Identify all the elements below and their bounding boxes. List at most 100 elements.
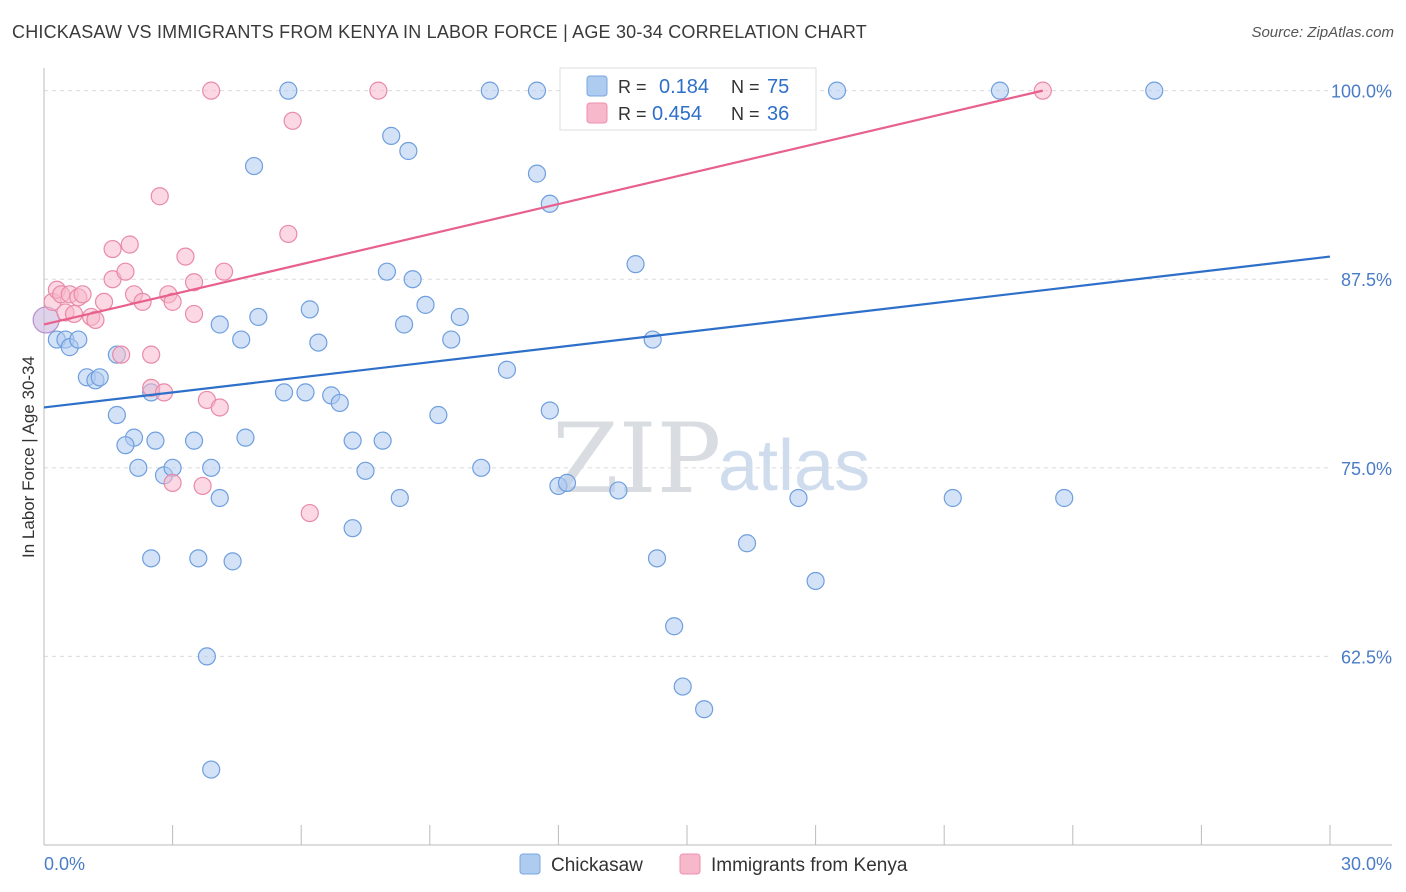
bottom-legend-swatch-kenya (679, 853, 701, 875)
chickasaw-point (274, 383, 294, 402)
chickasaw-point (163, 458, 182, 477)
chickasaw-point (429, 405, 448, 425)
chickasaw-point (497, 360, 517, 379)
chickasaw-point (394, 315, 414, 334)
chickasaw-point (673, 677, 692, 696)
legend-n-value-0: 75 (767, 76, 789, 98)
cluster-point (32, 306, 60, 334)
chickasaw-point (197, 647, 216, 666)
chickasaw-point (232, 330, 251, 349)
x-ticks (172, 825, 1331, 845)
kenya-point (279, 224, 298, 244)
x-tick-label-min: 0.0% (44, 854, 85, 874)
y-tick-label: 100.0% (1331, 82, 1392, 102)
chickasaw-point (223, 552, 242, 571)
chickasaw-point (943, 488, 962, 508)
kenya-point (150, 187, 169, 206)
kenya-point (176, 247, 195, 266)
chickasaw-point (90, 368, 109, 387)
chickasaw-point (296, 383, 315, 402)
chickasaw-point (472, 458, 491, 477)
axes (43, 68, 1392, 846)
chickasaw-point (184, 431, 204, 450)
legend-n-label-0: N = (731, 77, 760, 97)
chickasaw-point (210, 315, 229, 334)
legend-r-value-0: 0.184 (659, 76, 709, 98)
kenya-trend-line (43, 89, 1044, 326)
chickasaw-point (142, 549, 161, 568)
chickasaw-point (442, 330, 461, 349)
bottom-legend-chickasaw: Chickasaw (551, 855, 643, 876)
kenya-point (300, 503, 319, 523)
chickasaw-point (210, 488, 229, 508)
chickasaw-point (737, 534, 757, 553)
kenya-point (210, 398, 229, 417)
chickasaw-point (249, 307, 268, 327)
chickasaw-point (789, 488, 808, 508)
chickasaw-point (146, 431, 165, 450)
chickasaw-point (540, 401, 559, 420)
chickasaw-point (382, 126, 401, 145)
kenya-point (369, 81, 388, 100)
source-credit: Source: ZipAtlas.com (1251, 24, 1394, 41)
chickasaw-points (32, 81, 1164, 779)
kenya-point (112, 345, 131, 364)
chickasaw-point (107, 405, 126, 425)
chickasaw-point (309, 333, 328, 352)
chickasaw-point (343, 431, 362, 450)
legend-n-value-1: 36 (767, 103, 789, 125)
chickasaw-point (416, 295, 435, 314)
chickasaw-point (403, 270, 422, 289)
series-legend: Chickasaw Immigrants from Kenya (519, 853, 908, 876)
kenya-point (184, 273, 204, 292)
chickasaw-point (399, 141, 418, 161)
kenya-point (163, 473, 182, 493)
chickasaw-point (356, 461, 375, 480)
chickasaw-point (236, 428, 255, 447)
chickasaw-point (647, 549, 667, 568)
chickasaw-point (643, 330, 662, 349)
watermark-zip: ZIP (552, 403, 721, 515)
kenya-points (43, 81, 1052, 523)
chickasaw-trend-line (43, 255, 1331, 409)
chickasaw-point (390, 488, 409, 508)
chickasaw-point (129, 458, 148, 477)
chickasaw-point (695, 700, 714, 719)
chickasaw-point (377, 262, 397, 281)
chart-title: CHICKASAW VS IMMIGRANTS FROM KENYA IN LA… (12, 22, 867, 42)
legend-r-label-1: R = (618, 104, 647, 124)
stats-legend: R = 0.184 N = 75 R = 0.454 N = 36 (559, 67, 817, 131)
chickasaw-point (244, 156, 264, 176)
chickasaw-point (300, 300, 319, 319)
kenya-point (193, 476, 212, 496)
chickasaw-point (480, 81, 499, 100)
chickasaw-point (806, 571, 825, 591)
bottom-legend-swatch-chickasaw (519, 853, 541, 875)
chickasaw-point (69, 330, 88, 349)
chickasaw-point (527, 164, 547, 183)
y-tick-label: 75.0% (1341, 459, 1392, 479)
bottom-legend-kenya: Immigrants from Kenya (711, 855, 908, 876)
legend-r-value-1: 0.454 (652, 103, 702, 125)
grid (44, 90, 1330, 657)
watermark: ZIP atlas (552, 403, 870, 515)
kenya-point (103, 239, 122, 259)
chickasaw-point (609, 481, 628, 500)
kenya-point (214, 262, 234, 281)
legend-swatch-chickasaw (586, 75, 608, 97)
chickasaw-point (450, 307, 469, 327)
legend-r-label-0: R = (618, 77, 647, 97)
y-tick-label: 87.5% (1341, 270, 1392, 290)
y-axis-label: In Labor Force | Age 30-34 (19, 356, 38, 558)
chickasaw-point (116, 436, 135, 455)
chickasaw-point (330, 393, 349, 413)
y-tick-labels: 62.5% 75.0% 87.5% 100.0% (1331, 82, 1392, 668)
kenya-point (116, 262, 135, 281)
chickasaw-point (202, 760, 221, 779)
kenya-point (73, 285, 92, 304)
chickasaw-point (827, 81, 847, 100)
kenya-point (94, 292, 114, 311)
chickasaw-point (279, 81, 298, 100)
chickasaw-point (557, 473, 577, 493)
chickasaw-point (343, 519, 362, 538)
